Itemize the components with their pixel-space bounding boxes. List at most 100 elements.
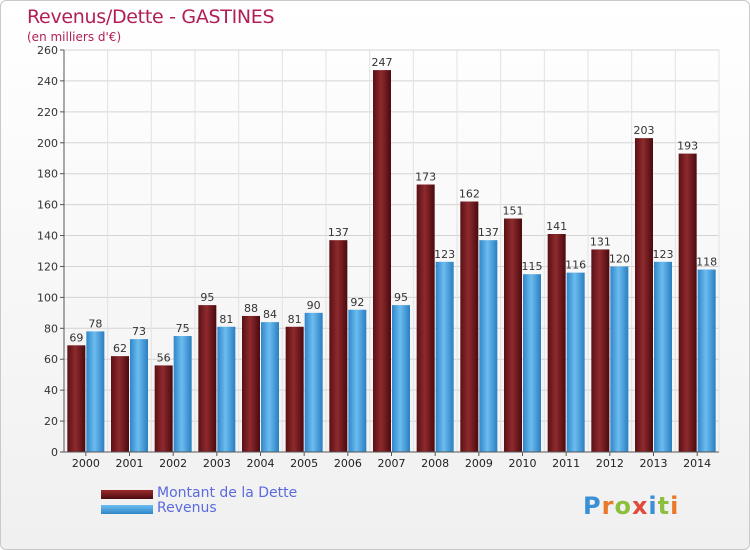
value-label-revenue: 95: [394, 291, 408, 304]
y-tick-label: 100: [37, 291, 58, 304]
logo-letter: i: [648, 492, 658, 520]
bar-debt: [198, 305, 217, 452]
value-label-debt: 151: [503, 205, 524, 218]
legend-swatch-debt: [101, 490, 153, 499]
value-label-debt: 62: [113, 342, 127, 355]
value-label-debt: 162: [459, 188, 480, 201]
value-label-revenue: 78: [88, 317, 102, 330]
logo-letter: r: [601, 492, 615, 520]
logo-letter: P: [583, 492, 602, 520]
bar-debt: [635, 138, 653, 452]
logo-letter: i: [670, 492, 680, 520]
value-label-revenue: 92: [350, 296, 364, 309]
y-tick-label: 240: [37, 75, 58, 88]
x-tick-label: 2014: [683, 457, 711, 470]
bar-debt: [285, 326, 304, 452]
bar-revenue: [523, 274, 541, 452]
value-label-debt: 95: [200, 291, 214, 304]
bar-debt: [111, 356, 129, 452]
value-label-revenue: 123: [653, 248, 674, 261]
x-tick-label: 2006: [334, 457, 362, 470]
value-label-revenue: 118: [696, 256, 717, 269]
legend-label-debt: Montant de la Dette: [157, 485, 298, 501]
proxiti-logo: Proxiti: [583, 492, 679, 520]
bar-revenue: [392, 305, 410, 452]
value-label-revenue: 116: [565, 259, 586, 272]
value-label-debt: 69: [69, 331, 83, 344]
value-label-revenue: 84: [263, 308, 277, 321]
bar-revenue: [566, 272, 585, 452]
bar-revenue: [304, 312, 323, 452]
bar-revenue: [654, 261, 672, 452]
y-tick-label: 260: [37, 44, 58, 57]
x-tick-label: 2005: [290, 457, 318, 470]
bar-debt: [67, 345, 86, 452]
bar-debt: [329, 240, 348, 452]
bar-debt: [460, 201, 479, 452]
x-tick-label: 2011: [552, 457, 580, 470]
x-tick-label: 2001: [116, 457, 144, 470]
bar-revenue: [479, 240, 498, 452]
value-label-debt: 141: [546, 220, 567, 233]
y-tick-label: 20: [44, 415, 58, 428]
bar-debt: [591, 249, 610, 452]
value-label-revenue: 123: [434, 248, 455, 261]
y-tick-label: 180: [37, 168, 58, 181]
x-tick-label: 2008: [421, 457, 449, 470]
y-tick-label: 40: [44, 384, 58, 397]
y-tick-label: 160: [37, 199, 58, 212]
value-label-debt: 88: [244, 302, 258, 315]
axes: 0 20 40 60 80 100 120 140 160 180 200 220 240 260 2000…: [37, 44, 719, 470]
value-label-revenue: 81: [219, 313, 233, 326]
x-tick-label: 2003: [203, 457, 231, 470]
bar-debt: [416, 184, 435, 452]
x-tick-label: 2007: [378, 457, 406, 470]
bar-debt: [547, 233, 566, 452]
value-label-debt: 131: [590, 235, 611, 248]
value-label-revenue: 90: [307, 299, 321, 312]
value-label-revenue: 75: [176, 322, 190, 335]
value-label-debt: 56: [157, 351, 171, 364]
bar-debt: [373, 70, 391, 452]
bar-revenue: [435, 261, 454, 452]
bar-revenue: [610, 266, 629, 452]
value-label-revenue: 73: [132, 325, 146, 338]
y-tick-label: 0: [51, 446, 58, 459]
y-tick-label: 80: [44, 322, 58, 335]
chart-subtitle: (en milliers d'€): [27, 30, 122, 44]
x-tick-label: 2013: [640, 457, 668, 470]
x-tick-label: 2004: [247, 457, 275, 470]
value-label-revenue: 137: [478, 226, 499, 239]
bar-revenue: [261, 322, 279, 452]
logo-letter: o: [614, 492, 632, 520]
y-tick-label: 60: [44, 353, 58, 366]
logo-letter: t: [657, 492, 671, 520]
legend-swatch-revenue: [101, 505, 153, 514]
value-label-debt: 247: [372, 56, 393, 69]
bar-debt: [504, 218, 522, 452]
bar-debt: [242, 315, 260, 452]
bar-revenue: [697, 269, 716, 452]
bar-debt: [154, 365, 173, 452]
chart-title: Revenus/Dette - GASTINES: [27, 6, 275, 28]
value-label-debt: 173: [415, 171, 436, 184]
bar-revenue: [217, 326, 236, 452]
value-label-debt: 137: [328, 226, 349, 239]
x-tick-label: 2009: [465, 457, 493, 470]
legend-label-revenue: Revenus: [157, 500, 217, 516]
x-tick-label: 2012: [596, 457, 624, 470]
y-tick-label: 120: [37, 260, 58, 273]
bar-revenue: [348, 309, 367, 452]
y-tick-label: 140: [37, 230, 58, 243]
bar-debt: [678, 153, 697, 453]
y-tick-label: 220: [37, 106, 58, 119]
bar-revenue: [173, 336, 192, 452]
bars: [67, 70, 716, 453]
x-tick-label: 2010: [509, 457, 537, 470]
value-label-debt: 203: [634, 124, 655, 137]
value-label-debt: 81: [288, 313, 302, 326]
x-tick-label: 2002: [159, 457, 187, 470]
logo-letter: x: [631, 492, 649, 520]
